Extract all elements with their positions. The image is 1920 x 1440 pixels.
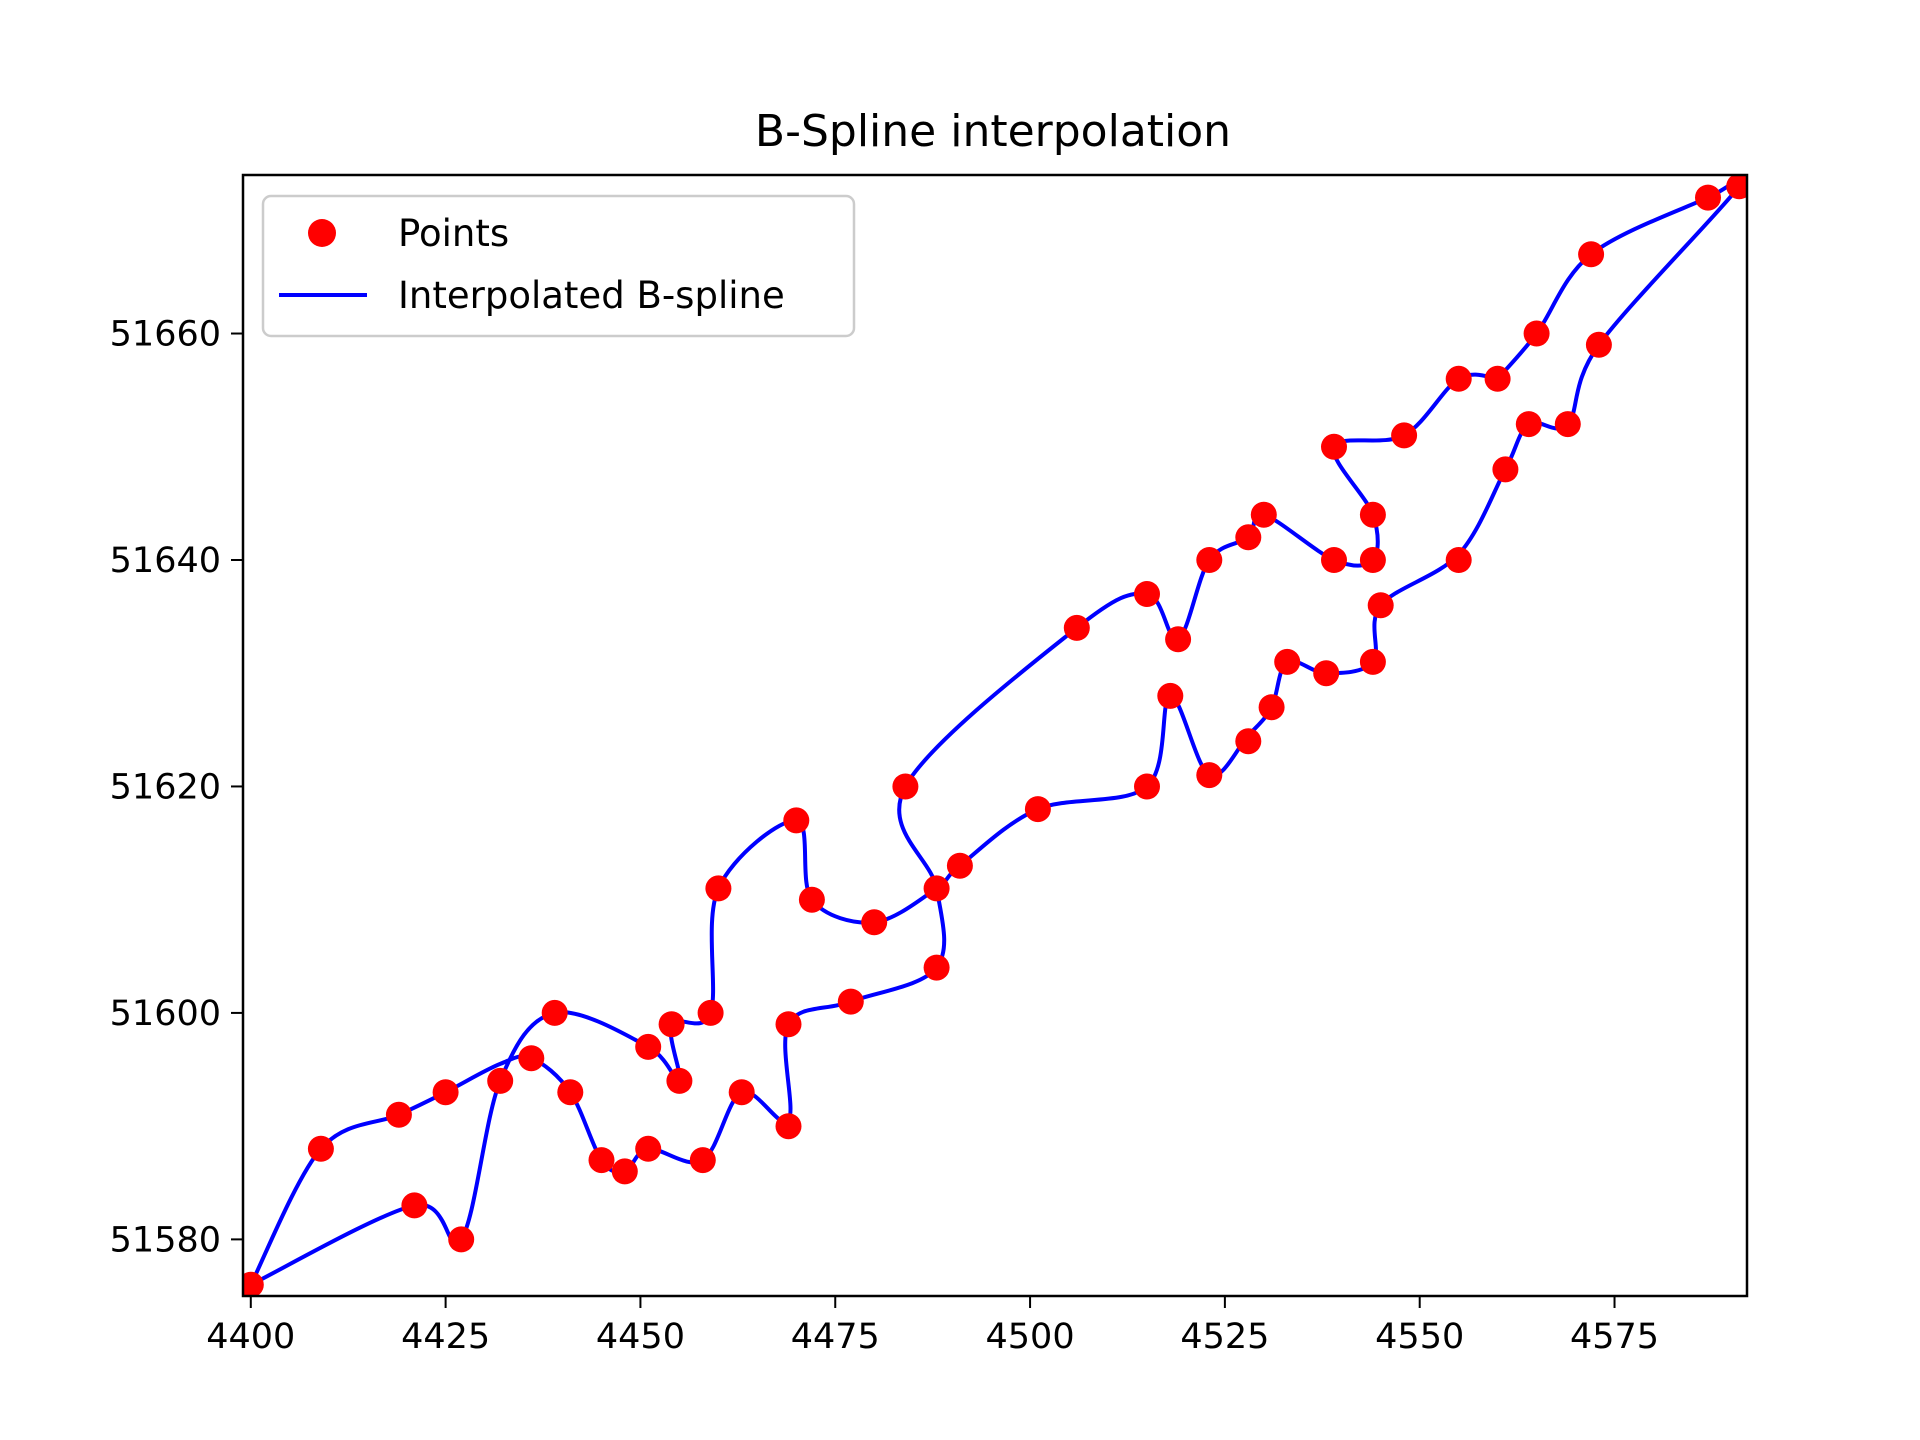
data-point — [705, 875, 732, 902]
data-point — [658, 1011, 685, 1038]
data-point — [243, 1271, 264, 1296]
data-point — [635, 1135, 662, 1162]
points-layer — [243, 175, 1747, 1296]
x-tick-label: 4475 — [791, 1317, 880, 1357]
y-tick-label: 51640 — [110, 541, 221, 581]
data-point — [689, 1147, 716, 1174]
data-point — [518, 1045, 545, 1072]
data-point — [588, 1147, 615, 1174]
data-point — [487, 1067, 514, 1094]
axes-frame — [241, 173, 1749, 1298]
data-point — [861, 909, 888, 936]
data-point — [1235, 524, 1262, 551]
data-point — [1258, 694, 1285, 721]
legend-points-marker — [308, 219, 336, 247]
data-point — [1196, 762, 1223, 789]
data-point — [783, 807, 810, 834]
data-point — [1391, 422, 1418, 449]
plot-area — [243, 175, 1747, 1296]
data-point — [1134, 581, 1160, 607]
data-point — [1484, 365, 1511, 392]
data-point — [1024, 796, 1051, 823]
data-point — [1063, 614, 1090, 641]
data-point — [1445, 365, 1472, 392]
x-tick-label: 4425 — [401, 1317, 490, 1357]
data-point — [541, 999, 568, 1026]
data-point — [923, 875, 950, 902]
legend-points-label: Points — [398, 212, 509, 255]
legend-spline-label: Interpolated B-spline — [398, 274, 785, 317]
data-point — [798, 886, 825, 913]
data-point — [448, 1226, 475, 1253]
y-tick-label: 51580 — [110, 1220, 221, 1260]
data-point — [775, 1113, 802, 1140]
data-point — [1359, 501, 1386, 528]
data-point — [728, 1079, 755, 1106]
x-tick-label: 4400 — [206, 1317, 295, 1357]
data-point — [1445, 547, 1472, 573]
data-point — [1523, 320, 1550, 347]
data-point — [401, 1192, 428, 1219]
data-point — [1578, 241, 1605, 268]
data-point — [1321, 433, 1347, 460]
data-point — [385, 1101, 412, 1128]
data-point — [1695, 184, 1721, 211]
data-point — [1313, 660, 1340, 687]
data-point — [635, 1033, 662, 1060]
x-tick-label: 4550 — [1375, 1317, 1464, 1357]
x-tick-label: 4575 — [1570, 1317, 1659, 1357]
data-point — [1250, 501, 1277, 528]
data-point — [557, 1079, 584, 1106]
data-point — [1165, 626, 1192, 653]
data-point — [1554, 411, 1581, 438]
data-point — [1515, 411, 1542, 438]
data-point — [1134, 773, 1160, 800]
legend: Points Interpolated B-spline — [261, 194, 856, 338]
x-tick-label: 4450 — [596, 1317, 685, 1357]
legend-box — [261, 194, 856, 338]
data-point — [1359, 547, 1386, 573]
data-point — [1274, 648, 1301, 675]
y-tick-label: 51600 — [110, 994, 221, 1034]
x-tick-label: 4500 — [986, 1317, 1075, 1357]
data-point — [775, 1011, 802, 1038]
chart-title: B-Spline interpolation — [755, 106, 1231, 157]
data-point — [1196, 547, 1223, 573]
data-point — [837, 988, 864, 1015]
data-point — [1585, 331, 1612, 358]
data-point — [1321, 547, 1347, 573]
data-point — [1359, 648, 1386, 675]
data-point — [611, 1158, 638, 1185]
x-axis: 4400 4425 4450 4475 4500 4525 4550 4575 — [206, 1296, 1659, 1357]
data-point — [666, 1067, 693, 1094]
x-tick-label: 4525 — [1180, 1317, 1269, 1357]
data-point — [923, 954, 950, 981]
data-point — [1492, 456, 1519, 483]
data-point — [892, 773, 919, 800]
data-point — [1157, 682, 1184, 709]
data-point — [1726, 175, 1747, 200]
data-point — [307, 1135, 334, 1162]
data-point — [1367, 592, 1394, 619]
data-point — [432, 1079, 459, 1106]
y-axis: 51580 51600 51620 51640 51660 — [110, 315, 243, 1260]
data-point — [1235, 728, 1262, 755]
y-tick-label: 51620 — [110, 767, 221, 807]
data-point — [946, 852, 973, 879]
y-tick-label: 51660 — [110, 315, 221, 355]
data-point — [697, 999, 724, 1026]
